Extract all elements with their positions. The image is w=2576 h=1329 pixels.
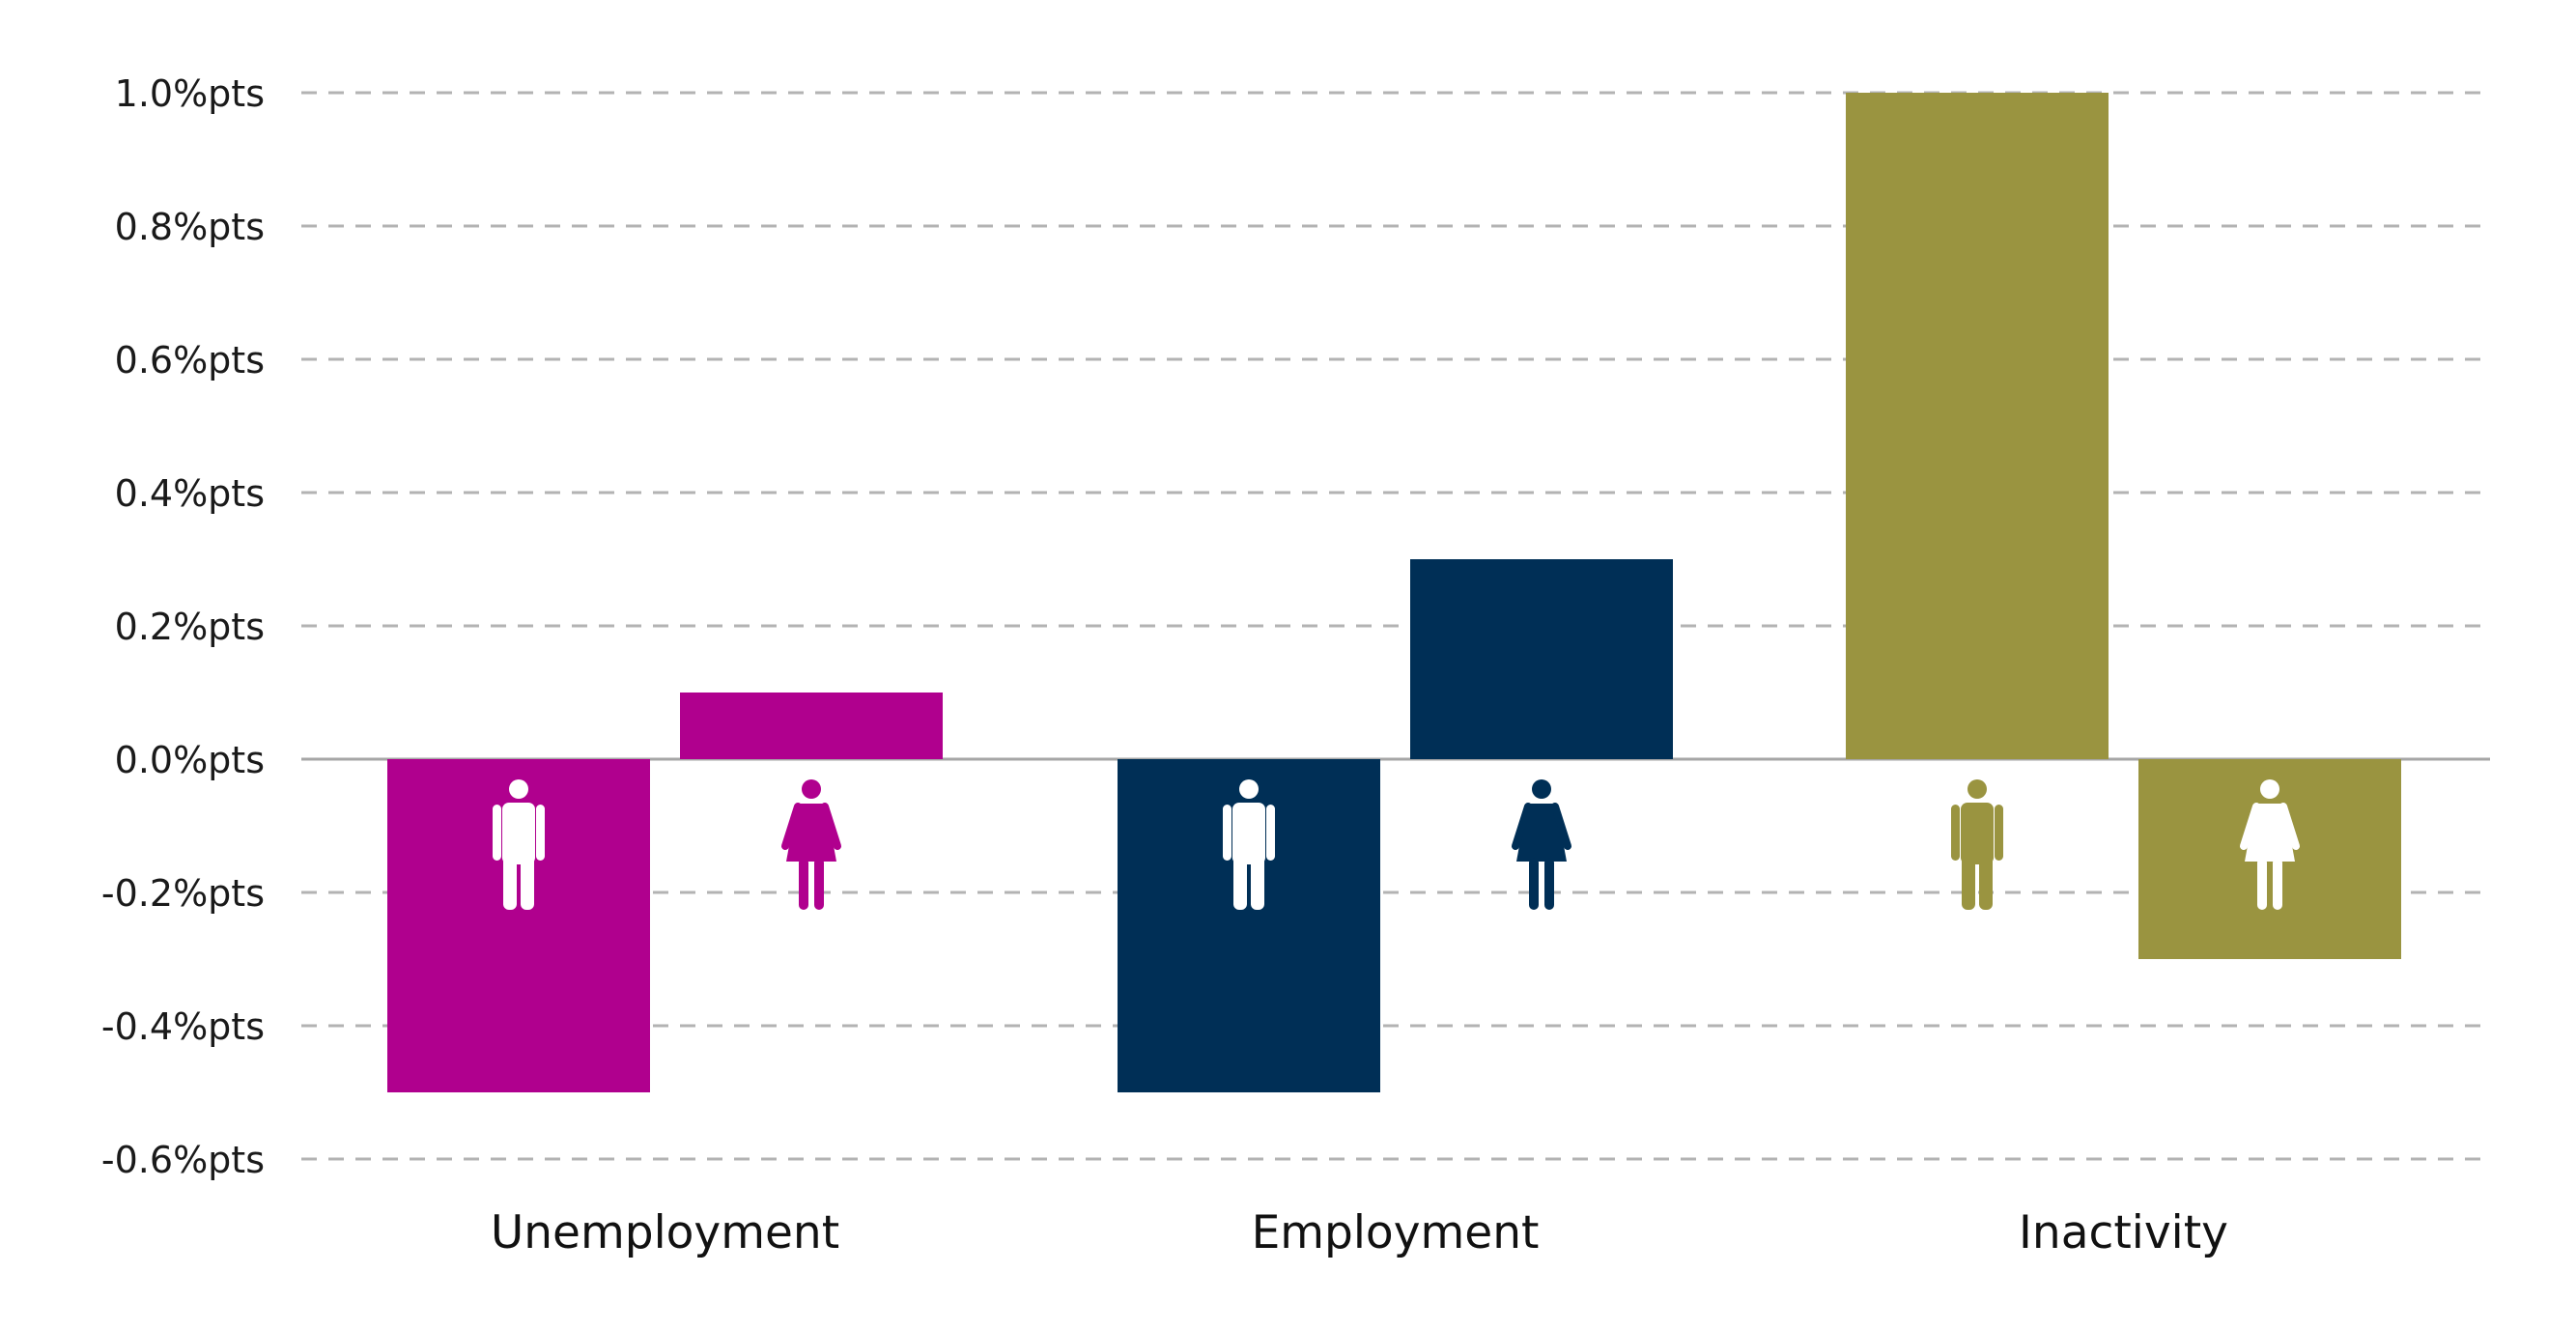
man-icon (1951, 779, 2003, 910)
y-tick-label: 0.2%pts (115, 606, 265, 648)
bar-inactivity-men (1846, 93, 2109, 759)
y-tick-label: 0.6%pts (115, 339, 265, 382)
y-tick-label: 0.8%pts (115, 206, 265, 248)
woman-icon (781, 779, 841, 910)
y-tick-label: 1.0%pts (115, 72, 265, 115)
woman-icon (2240, 779, 2300, 910)
woman-icon (1512, 779, 1571, 910)
category-label: Unemployment (491, 1206, 839, 1259)
y-tick-label: -0.6%pts (101, 1139, 265, 1181)
y-tick-label: -0.4%pts (101, 1005, 265, 1048)
bar-employment-women (1410, 559, 1673, 759)
gridlines (301, 91, 2490, 1161)
man-icon (493, 779, 545, 910)
gender-icons (493, 779, 2300, 910)
category-label: Inactivity (2019, 1206, 2228, 1259)
bars (387, 93, 2401, 1092)
man-icon (1223, 779, 1275, 910)
category-label: Employment (1252, 1206, 1540, 1259)
category-labels: Unemployment Employment Inactivity (491, 1206, 2228, 1259)
y-tick-label: 0.4%pts (115, 472, 265, 515)
y-tick-label: 0.0%pts (115, 739, 265, 781)
y-axis-ticks: 1.0%pts 0.8%pts 0.6%pts 0.4%pts 0.2%pts 0.0%p… (101, 72, 265, 1181)
y-tick-label: -0.2%pts (101, 872, 265, 915)
bar-unemployment-women (680, 693, 943, 759)
